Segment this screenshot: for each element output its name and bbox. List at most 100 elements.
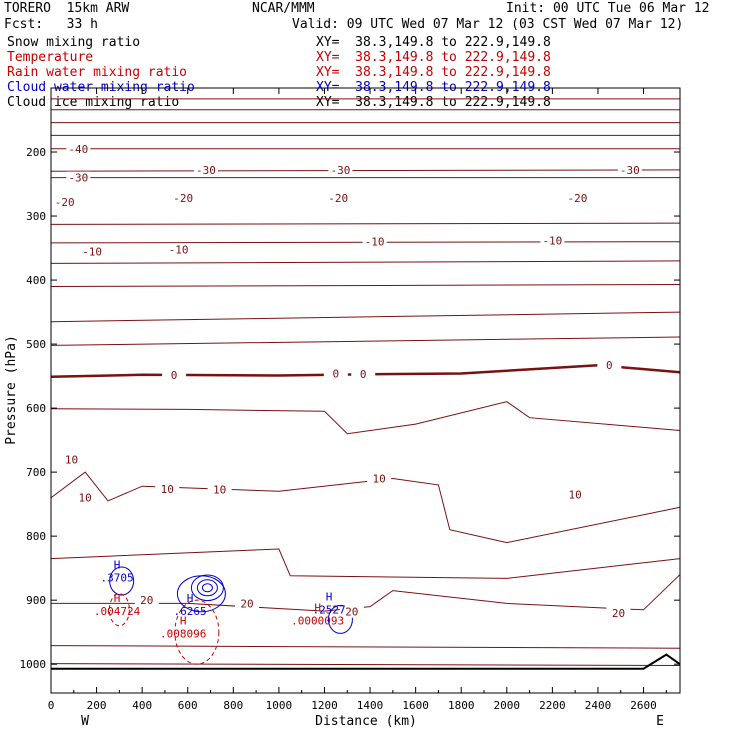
isotherm-label: 0 <box>171 369 178 382</box>
x-tick-label: 2000 <box>494 699 521 712</box>
isotherm-label-bg <box>193 163 218 176</box>
x-tick-label: 0 <box>48 699 55 712</box>
isotherm-line <box>51 336 680 346</box>
isotherm-label: -40 <box>68 143 88 156</box>
isotherm-label-bg <box>134 594 159 607</box>
isotherm-line <box>51 169 680 172</box>
hydrometeor-max-value: .2527 <box>312 604 345 617</box>
hydrometeor-max-marker: H <box>114 592 121 605</box>
isotherm-label-bg <box>155 482 180 495</box>
isotherm-label: 10 <box>569 489 582 502</box>
isotherm-label: 20 <box>345 606 358 619</box>
isotherm-label: 20 <box>240 597 253 610</box>
isotherm-label: -10 <box>169 243 189 256</box>
isotherm-label-bg <box>323 367 348 380</box>
isotherm-label: -30 <box>330 164 350 177</box>
legend-field-label: Rain water mixing ratio <box>7 65 188 80</box>
model-title: TORERO 15km ARW <box>4 1 130 16</box>
isotherm-label: 10 <box>65 453 78 466</box>
isotherm-label-bg <box>52 195 77 208</box>
isotherm-line <box>51 401 680 435</box>
isotherm-label-bg <box>59 453 84 466</box>
y-tick-label: 300 <box>26 210 46 223</box>
hydrometeor-max-marker: H <box>114 559 121 572</box>
isotherm-label: 20 <box>140 594 153 607</box>
isotherm-label-bg <box>328 163 353 176</box>
isotherm-label: -20 <box>173 192 193 205</box>
isotherm-label-bg <box>540 234 565 247</box>
isotherm-label-bg <box>80 245 105 258</box>
isotherm-line <box>51 260 680 264</box>
hydrometeor-max-marker: H <box>326 591 333 604</box>
isotherm-label: -30 <box>68 172 88 185</box>
isotherm-label-bg <box>166 243 191 256</box>
isotherm-label-bg <box>66 171 91 184</box>
isotherm-line <box>51 284 680 287</box>
x-axis-label: Distance (km) <box>315 714 417 729</box>
isotherm-label-bg <box>234 597 259 610</box>
terrain-line <box>51 653 680 670</box>
isotherm-label-bg <box>339 605 364 618</box>
cloud-water-contour <box>327 604 353 634</box>
rain-contour <box>174 599 220 665</box>
isotherm-label: -30 <box>620 164 640 177</box>
west-end-label: W <box>81 714 89 729</box>
isotherm-label-bg <box>351 368 376 381</box>
x-tick-label: 200 <box>87 699 107 712</box>
x-tick-label: 2200 <box>539 699 566 712</box>
legend-field-label: Temperature <box>7 50 94 65</box>
legend-field-label: Cloud water mixing ratio <box>7 80 195 95</box>
isotherm-label: -20 <box>568 192 588 205</box>
center-title: NCAR/MMM <box>252 1 315 16</box>
cloud-water-contour <box>109 566 135 596</box>
isotherm-label: 0 <box>333 368 340 381</box>
cloud-water-contour <box>190 574 224 602</box>
isotherm-label-bg <box>565 192 590 205</box>
isotherm-label: -20 <box>328 192 348 205</box>
legend-field-label: Snow mixing ratio <box>7 35 141 50</box>
x-tick-label: 1000 <box>266 699 293 712</box>
x-tick-label: 2400 <box>585 699 612 712</box>
isotherm-label: 10 <box>213 483 226 496</box>
y-tick-label: 1000 <box>20 658 47 671</box>
isotherm-label-bg <box>606 606 631 619</box>
isotherm-label: 0 <box>606 359 613 372</box>
legend-section-coords: XY= 38.3,149.8 to 222.9,149.8 <box>316 65 551 80</box>
y-tick-label: 800 <box>26 530 46 543</box>
isotherm-label-bg <box>563 488 588 501</box>
x-tick-label: 2600 <box>630 699 657 712</box>
isotherm-label-bg <box>367 472 392 485</box>
isotherm-label-bg <box>207 483 232 496</box>
isotherm-label-bg <box>326 192 351 205</box>
y-tick-label: 900 <box>26 594 46 607</box>
rain-contour <box>108 593 130 627</box>
isotherm-label-bg <box>171 192 196 205</box>
y-axis-label: Pressure (hPa) <box>4 335 19 445</box>
x-tick-label: 400 <box>132 699 152 712</box>
isotherm-line <box>51 663 680 666</box>
hydrometeor-max-value: .004724 <box>94 605 141 618</box>
isotherm-label-bg <box>597 359 622 372</box>
isotherm-label-bg <box>66 142 91 155</box>
legend-section-coords: XY= 38.3,149.8 to 222.9,149.8 <box>316 50 551 65</box>
hydrometeor-max-marker: H <box>180 614 187 627</box>
x-tick-label: 1200 <box>311 699 338 712</box>
init-time: Init: 00 UTC Tue 06 Mar 12 <box>506 1 710 16</box>
x-tick-label: 1400 <box>357 699 384 712</box>
isotherm-label: -10 <box>82 245 102 258</box>
east-end-label: E <box>656 714 664 729</box>
isotherm-label-bg <box>362 235 387 248</box>
y-tick-label: 600 <box>26 402 46 415</box>
isotherm-label: -20 <box>55 196 75 209</box>
isotherm-line <box>51 311 680 323</box>
x-tick-label: 1800 <box>448 699 475 712</box>
isotherm-label-bg <box>73 491 98 504</box>
hydrometeor-max-value: .6265 <box>173 605 206 618</box>
isotherm-label: -10 <box>542 234 562 247</box>
y-tick-label: 500 <box>26 338 46 351</box>
x-tick-label: 600 <box>178 699 198 712</box>
y-tick-label: 700 <box>26 466 46 479</box>
isotherm-line <box>51 471 680 544</box>
isotherm-label-bg <box>162 368 187 381</box>
